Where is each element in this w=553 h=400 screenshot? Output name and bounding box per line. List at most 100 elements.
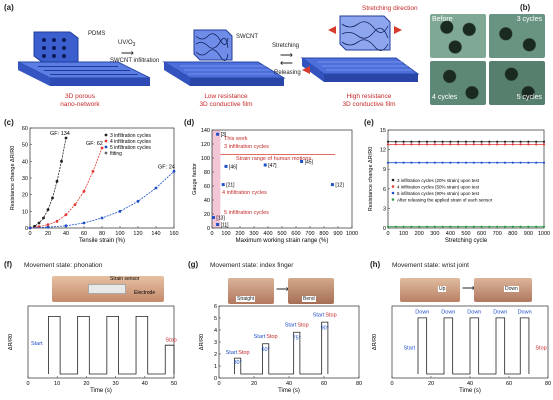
panel-h-title: Movement state: wrist joint — [392, 262, 469, 269]
chart-e-point — [519, 140, 522, 143]
chart-e-point — [535, 140, 538, 143]
chart-e-xtick-label: 400 — [446, 231, 455, 237]
chart-g-plot-frame — [218, 305, 360, 379]
process-arrow-icon: ⟶ — [121, 48, 134, 58]
chart-f-plot-frame — [27, 305, 175, 379]
chart-h-label: Down — [441, 310, 455, 316]
chart-c-fit-line — [29, 137, 67, 229]
chart-g-label: Start — [254, 334, 266, 340]
chart-g-label: Start — [313, 312, 325, 318]
chart-h-xtick-label: 80 — [545, 381, 551, 387]
chart-g-xtick-label: 40 — [286, 381, 292, 387]
chart-g-xtick-label: 60 — [321, 381, 327, 387]
chart-e-ytick-label: 0 — [383, 226, 386, 232]
chart-g-label: Stop — [325, 312, 336, 318]
chart-d-xtick-label: 800 — [319, 231, 328, 237]
caption-porous: 3D porous nano-network — [50, 93, 110, 109]
chart-e-point — [472, 143, 475, 146]
chart-e-xtick-label: 1000 — [538, 231, 550, 237]
chart-e-point — [418, 140, 421, 143]
chart-c-ytick-label: 10 — [22, 209, 28, 215]
strain-sensor-label: Strain sensor — [110, 276, 140, 282]
chart-e-xtick-label: 500 — [461, 231, 470, 237]
panel-b-letter: (b) — [520, 3, 531, 12]
chart-e-point — [480, 225, 483, 228]
down-label: Down — [504, 286, 519, 292]
chart-c-xlabel: Tensile strain (%) — [79, 238, 125, 244]
chart-c-point — [91, 169, 95, 173]
caption-porous-line2: nano-network — [60, 101, 100, 108]
chart-f-xtick-label: 50 — [171, 381, 177, 387]
chart-c-point — [136, 199, 140, 203]
swcnt-film-illustration — [162, 29, 286, 86]
caption-high-line1: High resistance — [346, 93, 392, 100]
finger-straight-photo: Straight — [228, 278, 274, 304]
chart-c-point — [172, 169, 176, 173]
chart-c-gf-label: GF: 24 — [158, 164, 175, 170]
chart-c-point — [60, 159, 63, 163]
chart-e-point — [542, 140, 546, 143]
panel-h-letter: (h) — [370, 260, 381, 269]
chart-d-ytick-label: 40 — [204, 198, 210, 204]
chart-e-point — [425, 225, 429, 228]
chart-d-xlabel: Maximum working strain range (%) — [236, 238, 329, 244]
chart-c-point — [64, 136, 68, 140]
chart-c-point — [100, 216, 104, 220]
chart-e-point — [425, 143, 429, 146]
chart-e-point — [433, 161, 436, 164]
chart-d-xtick-label: 400 — [263, 231, 272, 237]
electrode-label: Electrode — [134, 290, 156, 296]
chart-e-ytick-label: 6 — [383, 187, 386, 193]
chart-c-legend-marker — [104, 145, 108, 149]
chart-d-ytick-label: 120 — [201, 142, 210, 148]
chart-c-xtick-label: 160 — [169, 231, 178, 237]
chart-d-xtick-label: 1000 — [346, 231, 358, 237]
chart-h-xtick-label: 40 — [467, 381, 473, 387]
chart-c-xtick-label: 40 — [63, 231, 69, 237]
chart-g-label: 30° — [234, 360, 242, 366]
chart-g-label: Stop — [238, 350, 249, 356]
chart-e-xtick-label: 100 — [399, 231, 408, 237]
chart-e-ytick-label: 3 — [383, 206, 386, 212]
wrist-down-photo: Down — [474, 278, 532, 302]
chart-e-point — [535, 225, 538, 228]
chart-f-label: Start — [31, 341, 43, 347]
sem-image-5-cycles: 5 cycles — [489, 61, 545, 105]
chart-e-point — [449, 140, 452, 143]
sem-label-4-cycles: 4 cycles — [432, 94, 458, 101]
chart-d-annotation-human: Strain range of human motions — [236, 156, 311, 162]
stretching-direction-label: Stretching direction — [362, 5, 418, 12]
chart-e-point — [425, 140, 429, 143]
chart-e-legend-text: 3 infiltration cycles (20% strain) upon … — [397, 178, 480, 183]
chart-g-ytick-label: 5 — [214, 316, 217, 322]
chart-e-point — [464, 161, 468, 164]
chart-g-ytick-label: 4 — [214, 328, 217, 334]
bend-label: Bend — [302, 296, 316, 302]
chart-g-ytick-label: 6 — [214, 304, 217, 310]
chart-g-label: 75° — [293, 335, 301, 341]
chart-d-xtick-label: 200 — [235, 231, 244, 237]
sem-image-4-cycles: 4 cycles — [430, 61, 486, 105]
chart-f-xtick-label: 0 — [26, 381, 29, 387]
chart-d-point — [330, 183, 334, 187]
chart-e-point — [441, 143, 444, 146]
chart-e-point — [418, 143, 421, 146]
chart-e-point — [386, 225, 390, 228]
chart-d-ytick-label: 80 — [204, 170, 210, 176]
chart-e-point — [402, 161, 405, 164]
chart-d-point — [300, 160, 304, 163]
swcnt-infiltration-label: SWCNT infiltration — [110, 58, 160, 64]
chart-e-legend-marker — [391, 178, 395, 182]
chart-c-point — [51, 196, 54, 200]
chart-e-point — [386, 161, 390, 164]
chart-e-point — [503, 161, 507, 164]
chart-e-point — [480, 140, 483, 143]
chart-e-point — [441, 225, 444, 228]
chart-d-point-label: [47] — [268, 163, 277, 169]
chart-e-point — [472, 161, 475, 164]
chart-c-xtick-label: 100 — [115, 231, 124, 237]
chart-e-point — [433, 143, 436, 146]
chart-c-xtick-label: 140 — [151, 231, 160, 237]
chart-g-label: 90° — [321, 325, 329, 331]
chart-e-point — [386, 140, 390, 143]
